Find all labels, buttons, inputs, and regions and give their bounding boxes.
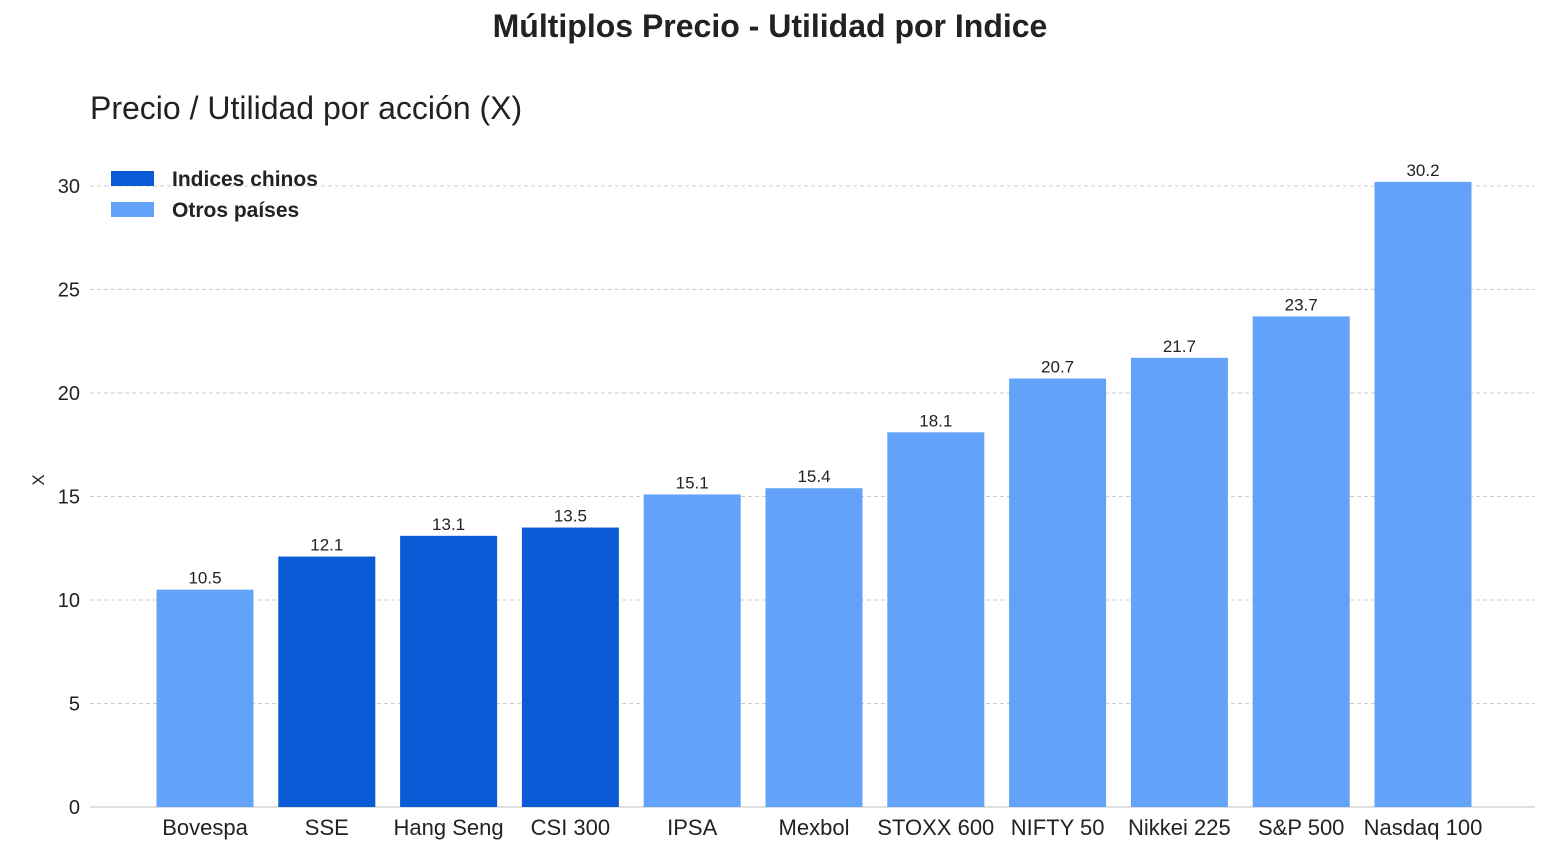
data-label: 10.5 <box>188 569 221 588</box>
x-tick-label: STOXX 600 <box>877 815 994 840</box>
bar <box>1130 357 1228 807</box>
y-tick-label: 15 <box>58 487 80 509</box>
data-label: 20.7 <box>1041 358 1074 377</box>
legend: Indices chinos Otros países <box>111 168 318 222</box>
x-tick-label: Hang Seng <box>394 815 504 840</box>
x-axis: Bovespa SSE Hang Seng CSI 300 IPSA Mexbol STOX… <box>162 815 1482 840</box>
bar <box>1009 378 1107 807</box>
chart-title: Múltiplos Precio - Utilidad por Indice <box>492 8 1048 44</box>
bar <box>1252 316 1350 807</box>
x-tick-label: CSI 300 <box>531 815 611 840</box>
legend-swatch <box>111 171 154 186</box>
data-label: 15.4 <box>797 467 830 486</box>
y-tick-label: 10 <box>58 590 80 612</box>
bars: 10.5 12.1 13.1 13.5 15.1 15.4 18.1 20.7 21.7 23.7… <box>156 161 1472 808</box>
data-label: 15.1 <box>676 473 709 492</box>
chart-subtitle: Precio / Utilidad por acción (X) <box>90 90 523 126</box>
data-label: 13.5 <box>554 507 587 526</box>
bar <box>1374 181 1472 808</box>
y-tick-label: 25 <box>58 280 80 302</box>
data-label: 30.2 <box>1406 161 1439 180</box>
legend-label: Otros países <box>172 199 299 222</box>
y-axis-label: X <box>29 474 48 485</box>
bar <box>521 527 619 807</box>
bar <box>643 494 741 807</box>
y-tick-label: 5 <box>69 694 80 716</box>
data-label: 18.1 <box>919 411 952 430</box>
y-tick-label: 20 <box>58 383 80 405</box>
y-tick-label: 0 <box>69 797 80 819</box>
bar <box>278 556 376 807</box>
x-tick-label: Nikkei 225 <box>1128 815 1231 840</box>
x-tick-label: NIFTY 50 <box>1011 815 1105 840</box>
x-tick-label: Mexbol <box>779 815 850 840</box>
data-label: 23.7 <box>1285 295 1318 314</box>
x-tick-label: Bovespa <box>162 815 248 840</box>
legend-swatch <box>111 202 154 217</box>
y-tick-label: 30 <box>58 176 80 198</box>
bar <box>400 535 498 807</box>
x-tick-label: SSE <box>305 815 349 840</box>
data-label: 12.1 <box>310 536 343 555</box>
data-label: 21.7 <box>1163 337 1196 356</box>
x-tick-label: IPSA <box>667 815 717 840</box>
x-tick-label: Nasdaq 100 <box>1364 815 1483 840</box>
data-label: 13.1 <box>432 515 465 534</box>
x-tick-label: S&P 500 <box>1258 815 1344 840</box>
bar <box>156 589 254 807</box>
legend-label: Indices chinos <box>172 168 318 191</box>
bar <box>765 488 863 807</box>
bar <box>887 432 985 807</box>
y-axis: 0 5 10 15 20 25 30 <box>58 176 80 819</box>
